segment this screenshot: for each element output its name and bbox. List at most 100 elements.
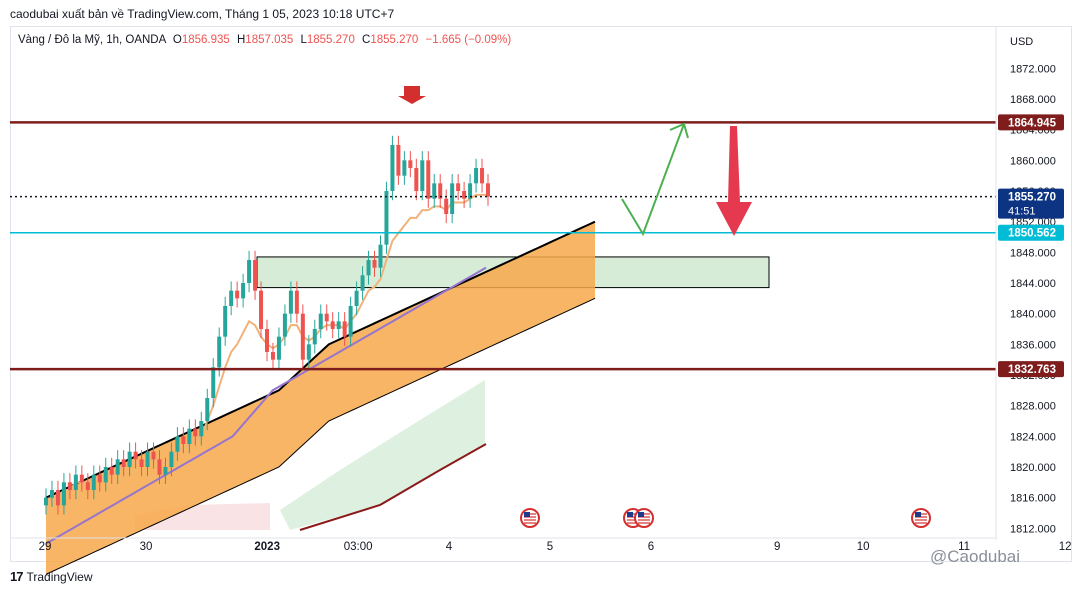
change-value: −1.665 (−0.09%) — [425, 34, 512, 46]
candle-body — [73, 474, 78, 490]
candle-body — [265, 329, 269, 352]
candle-body — [486, 183, 490, 197]
candle-body — [61, 482, 66, 506]
y-tick-label: 1816.000 — [1010, 493, 1056, 505]
y-tick-label: 1848.000 — [1010, 247, 1056, 259]
candle-body — [91, 474, 96, 490]
candle — [468, 174, 473, 208]
high-label: H — [236, 34, 246, 46]
y-tick-label: 1820.000 — [1010, 462, 1056, 474]
candle-body — [426, 160, 431, 199]
candle-body — [79, 474, 84, 483]
candle — [336, 312, 341, 339]
candle — [462, 181, 467, 208]
candle-body — [193, 428, 198, 437]
candle-body — [456, 183, 461, 191]
us-flag-icon — [634, 508, 654, 528]
candle-body — [229, 290, 234, 306]
y-tick-label: 1824.000 — [1010, 431, 1056, 443]
x-tick-label: 2023 — [254, 541, 280, 553]
candle — [169, 442, 174, 477]
candle-body — [163, 467, 168, 475]
candle-body — [294, 290, 299, 314]
y-tick-label: 1860.000 — [1010, 155, 1056, 167]
candle-body — [217, 336, 222, 368]
peak-marker-icon — [398, 86, 426, 104]
candle — [366, 250, 371, 285]
candle — [318, 304, 323, 339]
candle-body — [360, 275, 365, 291]
candle — [372, 250, 377, 277]
candle — [247, 250, 252, 293]
candle-body — [432, 183, 437, 199]
x-tick-label: 12 — [1059, 541, 1072, 553]
candle — [444, 189, 449, 224]
candle — [414, 158, 419, 201]
y-tick-label: 1844.000 — [1010, 278, 1056, 290]
last-price-badge: 1855.270 — [1008, 192, 1056, 204]
candle-body — [354, 290, 359, 306]
high-value: 1857.035 — [245, 34, 294, 46]
candle — [259, 281, 264, 339]
x-tick-label: 29 — [39, 541, 52, 553]
candle-body — [175, 436, 180, 452]
candle — [205, 388, 210, 431]
candle-body — [366, 260, 371, 276]
kumo-span-b-line — [45, 297, 596, 575]
candle — [127, 442, 132, 477]
author-watermark: @Caodubai — [930, 547, 1021, 566]
candle-body — [109, 467, 114, 475]
lagging-line — [299, 443, 487, 531]
candle — [193, 419, 198, 446]
candle — [91, 465, 96, 500]
candle — [378, 235, 383, 277]
candle — [235, 281, 240, 308]
candle-body — [241, 283, 246, 299]
candle-body — [378, 244, 383, 268]
candle-body — [270, 352, 275, 360]
candle-body — [414, 168, 419, 191]
candle — [55, 480, 60, 515]
candle — [408, 151, 413, 178]
candle-body — [115, 459, 120, 475]
projected-path-arrowhead — [669, 122, 689, 139]
candle-body — [259, 290, 264, 329]
close-label: C — [362, 34, 371, 46]
resistance-price-badge-bg — [998, 114, 1064, 131]
candle-body — [282, 313, 287, 337]
candle — [384, 181, 389, 254]
candle — [187, 419, 192, 454]
candle — [432, 174, 437, 208]
candle — [223, 296, 228, 346]
candle — [103, 457, 108, 492]
footer-brand[interactable]: TradingView — [26, 569, 93, 584]
candle-body — [480, 168, 485, 184]
candle-body — [211, 367, 216, 398]
candle-body — [247, 260, 252, 283]
candle-body — [348, 306, 353, 337]
candle-body — [450, 183, 455, 214]
candle-body — [474, 168, 479, 184]
candle — [79, 465, 84, 492]
candle — [199, 411, 204, 446]
candle — [211, 358, 216, 408]
low-value: 1855.270 — [306, 34, 355, 46]
cyan-price-badge-bg — [998, 224, 1064, 241]
candle — [139, 450, 144, 477]
open-label: O — [172, 34, 182, 46]
candle-body — [276, 336, 281, 360]
candle — [420, 151, 425, 201]
candle — [229, 281, 234, 316]
candle-body — [169, 451, 174, 467]
candle-body — [330, 321, 335, 329]
chart-pane[interactable] — [10, 26, 1072, 562]
candle-body — [181, 436, 186, 444]
open-value: 1856.935 — [181, 34, 230, 46]
projected-path-line — [621, 123, 685, 237]
candle-body — [97, 474, 102, 483]
candle-body — [157, 459, 162, 475]
cyan-price-badge: 1850.562 — [1008, 228, 1056, 240]
candle — [253, 250, 258, 300]
candle — [282, 304, 287, 346]
